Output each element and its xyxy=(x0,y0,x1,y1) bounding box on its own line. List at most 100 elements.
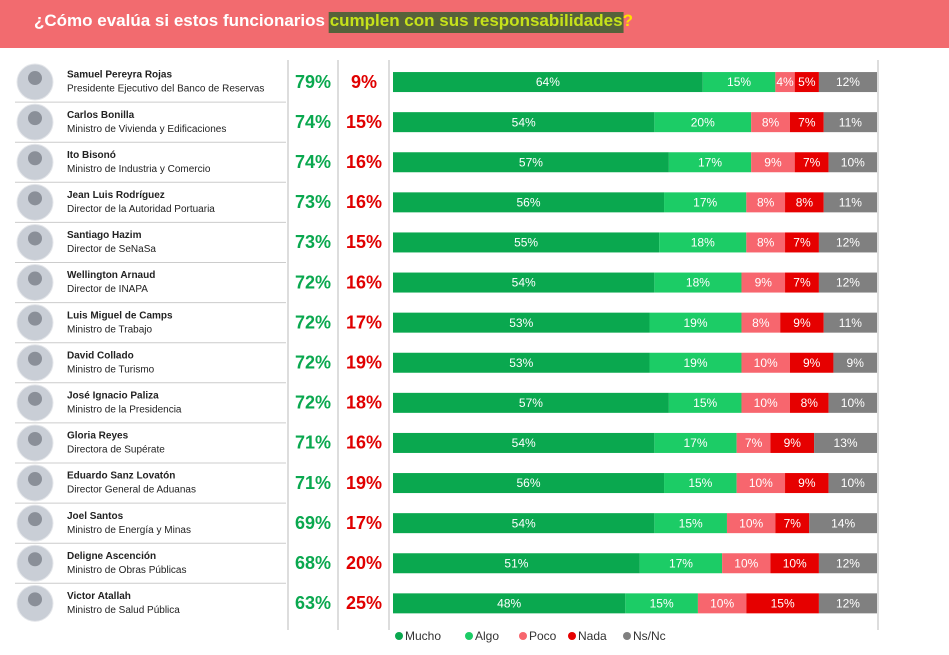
value-label: 53% xyxy=(509,356,533,370)
negative-total: 17% xyxy=(346,513,382,533)
value-label: 9% xyxy=(793,316,811,330)
bar-segment xyxy=(833,352,877,373)
person-role: Ministro de Trabajo xyxy=(67,324,152,335)
negative-total: 15% xyxy=(346,112,382,132)
avatar-head xyxy=(28,351,42,366)
value-label: 7% xyxy=(745,436,763,450)
avatar-head xyxy=(28,391,42,406)
value-label: 14% xyxy=(831,516,855,530)
value-label: 8% xyxy=(796,196,814,210)
bar-segment xyxy=(393,272,655,293)
value-label: 54% xyxy=(512,516,536,530)
value-label: 57% xyxy=(519,396,543,410)
bar-segment xyxy=(654,272,742,293)
value-label: 10% xyxy=(754,356,778,370)
value-label: 15% xyxy=(650,597,674,611)
value-label: 7% xyxy=(784,516,802,530)
value-label: 11% xyxy=(839,316,862,330)
negative-total: 16% xyxy=(346,192,382,212)
bar-segment xyxy=(818,232,877,253)
legend-marker xyxy=(568,632,576,640)
person-name: Jean Luis Rodríguez xyxy=(67,190,165,201)
positive-total: 71% xyxy=(295,433,331,453)
negative-total: 25% xyxy=(346,593,382,613)
person-role: Presidente Ejecutivo del Banco de Reserv… xyxy=(67,84,264,95)
value-label: 12% xyxy=(836,276,860,290)
value-label: 12% xyxy=(836,556,860,570)
value-label: 19% xyxy=(683,356,707,370)
value-label: 19% xyxy=(683,316,707,330)
bar-segment xyxy=(736,432,771,453)
bar-segment xyxy=(393,152,669,173)
bar-segment xyxy=(654,513,727,534)
value-label: 8% xyxy=(757,236,775,250)
person-name: José Ignacio Paliza xyxy=(67,390,159,401)
person-role: Ministro de Turismo xyxy=(67,364,155,375)
bar-segment xyxy=(785,272,819,293)
value-label: 7% xyxy=(793,276,811,290)
bar-segment xyxy=(770,432,815,453)
bar-segment xyxy=(668,152,752,173)
value-label: 56% xyxy=(517,196,541,210)
bar-segment xyxy=(393,72,703,93)
bar-segment xyxy=(654,112,752,133)
avatar-head xyxy=(28,311,42,326)
value-label: 8% xyxy=(752,316,770,330)
value-label: 12% xyxy=(836,236,860,250)
person-name: Santiago Hazim xyxy=(67,230,142,241)
bar-segment xyxy=(770,553,819,574)
title-suffix: ? xyxy=(623,11,633,30)
person-name: Samuel Pereyra Rojas xyxy=(67,70,172,81)
bar-segment xyxy=(393,232,660,253)
negative-total: 9% xyxy=(351,72,377,92)
negative-total: 15% xyxy=(346,232,382,252)
value-label: 12% xyxy=(836,75,860,89)
positive-total: 74% xyxy=(295,112,331,132)
positive-total: 79% xyxy=(295,72,331,92)
bar-segment xyxy=(664,473,737,494)
positive-total: 73% xyxy=(295,192,331,212)
value-label: 10% xyxy=(841,155,865,169)
avatar-head xyxy=(28,271,42,286)
bar-segment xyxy=(809,513,877,534)
bar-segment xyxy=(746,232,786,253)
bar-segment xyxy=(775,72,795,93)
positive-total: 72% xyxy=(295,393,331,413)
positive-total: 72% xyxy=(295,353,331,373)
title-prefix: ¿Cómo evalúa si estos funcionarios xyxy=(34,11,330,30)
chart-title: ¿Cómo evalúa si estos funcionarios cumpl… xyxy=(34,11,633,30)
bar-segment xyxy=(823,112,877,133)
bar-segment xyxy=(702,72,776,93)
avatar-head xyxy=(28,191,42,206)
value-label: 10% xyxy=(783,556,807,570)
bar-segment xyxy=(741,392,790,413)
value-label: 57% xyxy=(519,155,543,169)
title-highlight: cumplen con sus responsabilidades xyxy=(330,11,623,30)
person-name: Joel Santos xyxy=(67,511,124,522)
value-label: 17% xyxy=(693,196,717,210)
negative-total: 20% xyxy=(346,553,382,573)
value-label: 55% xyxy=(514,236,538,250)
person-name: Eduardo Sanz Lovatón xyxy=(67,471,175,482)
legend-label: Algo xyxy=(475,629,499,643)
value-label: 11% xyxy=(839,115,862,129)
legend-marker xyxy=(395,632,403,640)
bar-segment xyxy=(785,232,819,253)
value-label: 10% xyxy=(739,516,763,530)
avatar-head xyxy=(28,431,42,446)
person-name: David Collado xyxy=(67,350,134,361)
value-label: 15% xyxy=(693,396,717,410)
person-name: Ito Bisonó xyxy=(67,150,116,161)
positive-total: 72% xyxy=(295,312,331,332)
person-role: Director de la Autoridad Portuaria xyxy=(67,204,215,215)
positive-total: 71% xyxy=(295,473,331,493)
bar-segment xyxy=(741,312,781,333)
bar-segment xyxy=(818,593,877,614)
value-label: 8% xyxy=(757,196,775,210)
person-role: Ministro de Salud Pública xyxy=(67,605,180,616)
value-label: 12% xyxy=(836,597,860,611)
negative-total: 16% xyxy=(346,152,382,172)
bar-segment xyxy=(828,473,877,494)
bar-segment xyxy=(789,112,824,133)
